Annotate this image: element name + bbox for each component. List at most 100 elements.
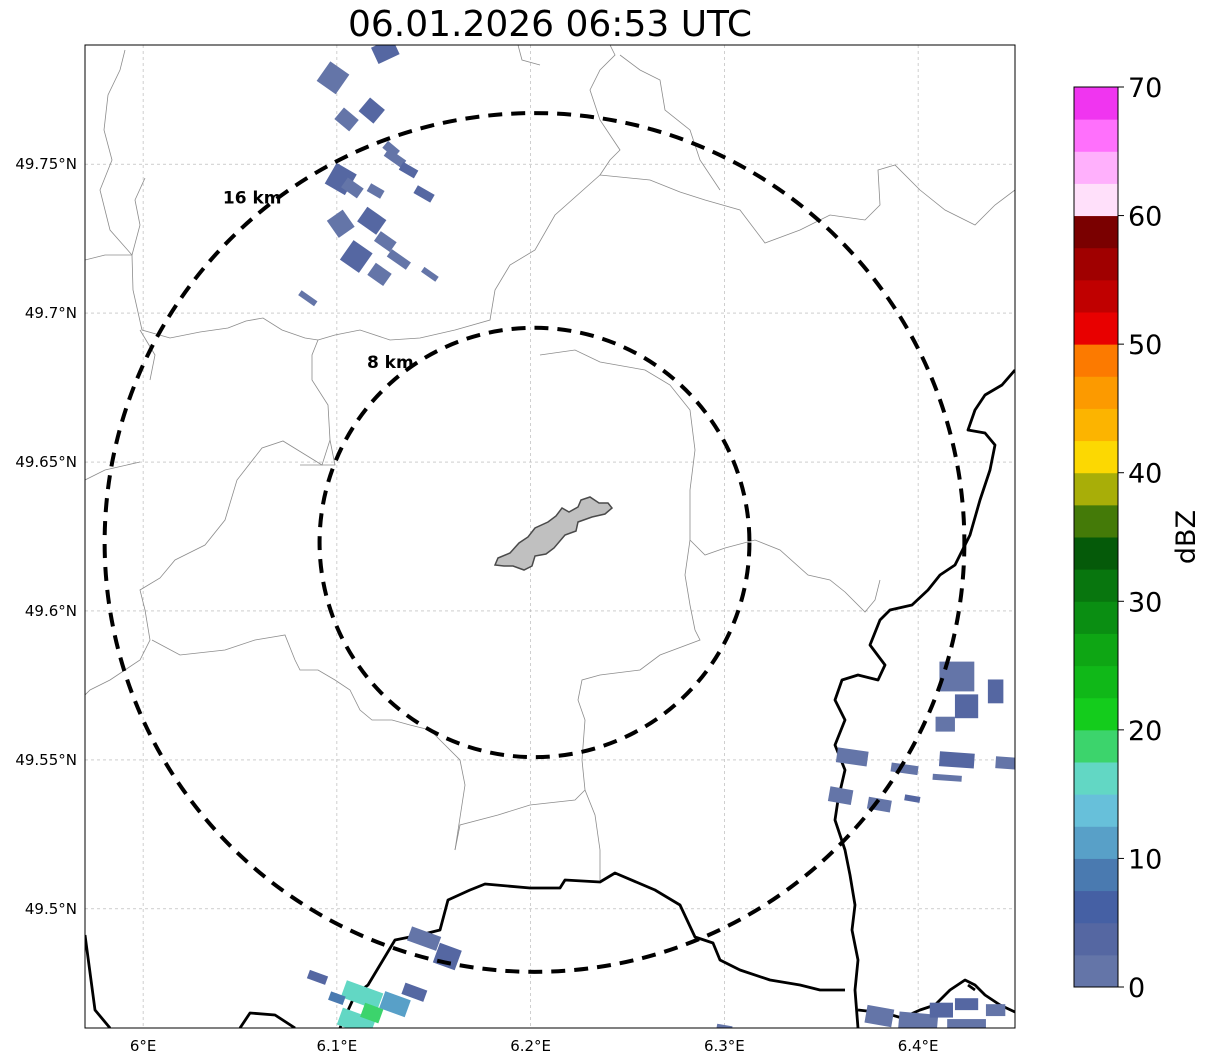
colorbar-segment	[1074, 215, 1118, 249]
radar-echo	[306, 969, 329, 985]
radar-echo	[995, 756, 1015, 770]
x-tick-label: 6.3°E	[704, 1037, 745, 1055]
colorbar-segment	[1074, 665, 1118, 699]
y-tick-label: 49.75°N	[15, 155, 77, 173]
radar-echo	[406, 926, 442, 951]
range-rings: 8 km 16 km	[102, 111, 967, 974]
radar-echo	[367, 262, 392, 287]
colorbar-frame	[1073, 86, 1119, 988]
colorbar-tick-label: 70	[1128, 73, 1162, 104]
colorbar-tick-label: 20	[1128, 716, 1162, 747]
radar-echo	[932, 773, 962, 782]
colorbar-segment	[1074, 247, 1118, 281]
colorbar-segment	[1074, 794, 1118, 827]
colorbar-segment	[1074, 633, 1118, 667]
radar-echo	[938, 751, 975, 769]
colorbar-tick-label: 50	[1128, 330, 1162, 361]
radar-echo	[316, 61, 350, 95]
y-tick-label: 49.65°N	[15, 453, 77, 471]
radar-echo	[398, 161, 419, 179]
radar-echo	[947, 1019, 986, 1028]
y-tick-label: 49.7°N	[25, 304, 77, 322]
x-tick-label: 6.2°E	[510, 1037, 551, 1055]
radar-echo	[360, 1002, 384, 1024]
radar-echo	[340, 980, 384, 1011]
range-ring	[317, 325, 752, 760]
colorbar-tick-label: 40	[1128, 459, 1162, 490]
radar-echo	[386, 249, 411, 270]
radar-echo	[326, 209, 355, 238]
radar-echo	[339, 240, 373, 273]
colorbar-segment	[1074, 922, 1118, 956]
colorbar-segment	[1074, 569, 1118, 602]
radar-echo	[373, 231, 397, 253]
colorbar-segment	[1074, 151, 1118, 184]
radar-echo	[987, 679, 1004, 704]
radar-echo	[298, 290, 318, 307]
radar-echo	[835, 747, 869, 767]
colorbar-segment	[1074, 440, 1118, 474]
colorbar-tick-label: 10	[1128, 844, 1162, 875]
radar-echo	[334, 107, 359, 132]
radar-echo	[935, 716, 955, 732]
radar-echo	[358, 97, 385, 124]
colorbar-segment	[1074, 729, 1118, 763]
colorbar-segment	[1074, 279, 1118, 313]
colorbar: 0 10 20 30 40 50 60 70 dBZ	[1073, 73, 1202, 1004]
national-border	[85, 369, 1015, 1028]
radar-echo	[383, 148, 407, 168]
colorbar-unit-label: dBZ	[1171, 510, 1202, 564]
y-tick-label: 49.6°N	[25, 602, 77, 620]
y-tick-label: 49.5°N	[25, 900, 77, 918]
radar-echo	[716, 1023, 733, 1028]
x-tick-label: 6.1°E	[316, 1037, 357, 1055]
colorbar-tick-label: 30	[1128, 587, 1162, 618]
colorbar-segment	[1074, 472, 1118, 506]
range-ring-label: 8 km	[367, 353, 414, 373]
colorbar-segment	[1074, 826, 1118, 859]
radar-echo	[401, 982, 428, 1002]
colorbar-segment	[1074, 890, 1118, 924]
radar-echo	[985, 1004, 1006, 1017]
radar-echo	[432, 942, 462, 971]
radar-echo	[864, 1004, 895, 1028]
radar-echo	[421, 266, 439, 282]
radar-echo	[898, 1011, 939, 1028]
x-axis-ticks: 6°E 6.1°E 6.2°E 6.3°E 6.4°E	[130, 1037, 939, 1055]
colorbar-segment	[1074, 954, 1118, 988]
radar-echo	[904, 794, 921, 803]
radar-echo	[954, 998, 979, 1011]
colorbar-segment	[1074, 312, 1118, 345]
radar-echoes	[298, 45, 1015, 1028]
radar-echo	[371, 45, 400, 64]
range-ring	[102, 111, 967, 974]
range-ring-label: 16 km	[223, 189, 282, 209]
radar-echo	[954, 694, 979, 719]
colorbar-segment	[1074, 601, 1118, 634]
admin-boundaries	[85, 45, 1015, 880]
radar-echo	[341, 177, 364, 199]
colorbar-segment	[1074, 408, 1118, 442]
colorbar-segment	[1074, 504, 1118, 538]
colorbar-segment	[1074, 697, 1118, 731]
radar-echo	[827, 786, 854, 806]
radar-echo	[357, 206, 387, 235]
radar-echo	[328, 991, 346, 1006]
colorbar-segment	[1074, 376, 1118, 409]
map-title: 06.01.2026 06:53 UTC	[347, 4, 753, 45]
radar-echo	[929, 1002, 953, 1018]
colorbar-segment	[1074, 858, 1118, 892]
colorbar-segment	[1074, 344, 1118, 377]
radar-echo	[413, 185, 435, 203]
y-axis-ticks: 49.5°N 49.55°N 49.6°N 49.65°N 49.7°N 49.75°N	[15, 155, 77, 918]
x-tick-label: 6.4°E	[898, 1037, 939, 1055]
colorbar-segment	[1074, 762, 1118, 795]
x-tick-label: 6°E	[130, 1037, 157, 1055]
y-tick-label: 49.55°N	[15, 751, 77, 769]
colorbar-segment	[1074, 119, 1118, 152]
colorbar-segment	[1074, 183, 1118, 217]
colorbar-segment	[1074, 537, 1118, 570]
radar-echo	[366, 183, 385, 199]
city-polygon	[493, 496, 614, 571]
